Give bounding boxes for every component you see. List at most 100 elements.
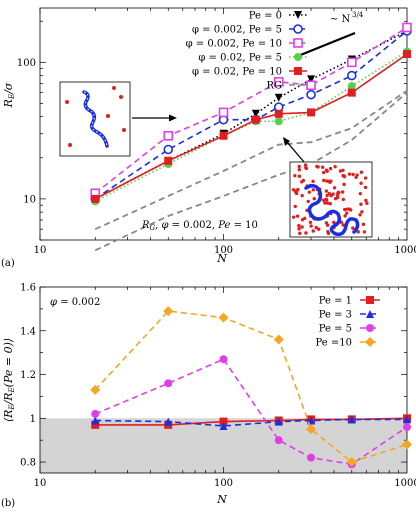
data-point [251, 109, 260, 118]
legend-label: Pe = 0 [249, 11, 282, 22]
data-point [219, 421, 228, 430]
legend-marker [293, 38, 303, 48]
data-point [218, 312, 229, 323]
data-point [307, 108, 316, 117]
power-law-label: ∼ N [330, 14, 351, 25]
data-point [163, 144, 174, 155]
data-point [163, 130, 174, 141]
data-point [273, 77, 284, 87]
data-point [347, 82, 356, 91]
legend-marker [366, 310, 374, 318]
data-point [164, 417, 173, 426]
phi-annotation: φ = 0.002 [50, 297, 100, 308]
data-point [402, 22, 412, 33]
panel-b: 1010010000.811.21.41.6 φ = 0.002 Pe = 1P… [1, 283, 416, 510]
series-line [94, 91, 408, 252]
inset-polymer-dilute [59, 81, 131, 157]
data-point [274, 436, 283, 445]
data-point [306, 424, 317, 435]
data-point [274, 417, 283, 426]
legend-label: RG [266, 81, 282, 92]
panel-a: 10100100010100 ∼ N 3/4 RG, φ = [1, 7, 416, 269]
legend-label: Pe = 5 [319, 324, 352, 335]
data-point [306, 80, 316, 91]
y-tick-label-b: 1 [30, 414, 36, 425]
x-tick-label-b: 100 [214, 478, 233, 489]
data-point [91, 416, 100, 425]
legend-label: Pe = 3 [319, 310, 352, 321]
x-axis-label-a: N [216, 252, 227, 265]
data-point [274, 117, 283, 126]
legend-marker [365, 337, 375, 347]
inset-polymer-crowded [289, 161, 373, 238]
data-point [219, 355, 228, 364]
legend-marker [366, 324, 374, 332]
rg-annotation: RG, φ = 0.002, Pe = 10 [141, 220, 258, 232]
series-b-3 [90, 306, 412, 468]
data-point [307, 453, 316, 462]
legend-label: φ = 0.02, Pe = 10 [192, 67, 282, 78]
series-b-1 [91, 415, 411, 430]
data-point [307, 75, 316, 84]
legend-label: Pe =10 [316, 338, 352, 349]
series-line [94, 30, 408, 200]
data-point [402, 439, 412, 450]
series-line [94, 53, 408, 200]
data-point [164, 156, 173, 165]
y-tick-label-b: 1.4 [20, 326, 36, 337]
data-point [273, 334, 284, 345]
series-line [94, 89, 408, 231]
data-point [164, 379, 173, 388]
y-axis-label-a: RE/σ [2, 82, 16, 108]
data-point [306, 89, 316, 100]
series-a-4 [91, 50, 411, 203]
legend-marker [294, 53, 302, 61]
legend-marker [366, 296, 374, 304]
legend-marker [293, 24, 303, 34]
data-point [251, 115, 260, 124]
y-tick-label-b: 1.2 [20, 370, 36, 381]
x-tick-label-a: 100 [214, 245, 233, 256]
data-point [90, 384, 101, 395]
data-point [274, 93, 283, 102]
data-point [346, 457, 357, 468]
inset-arrow-2 [286, 141, 305, 163]
data-point [91, 420, 100, 429]
series-a-2 [90, 22, 412, 199]
power-law-exponent: 3/4 [352, 11, 364, 19]
data-point [403, 415, 411, 424]
data-point [274, 109, 283, 118]
y-tick-label-b: 0.8 [20, 458, 36, 469]
data-point [91, 409, 100, 418]
data-point [219, 417, 228, 426]
legend-marker [294, 67, 302, 75]
x-tick-label-b: 10 [34, 478, 47, 489]
panel-label-a: (a) [1, 258, 15, 269]
data-point [347, 88, 356, 97]
series-a-6 [94, 89, 408, 231]
series-a-5 [94, 91, 408, 252]
panel-label-b: (b) [1, 498, 15, 509]
x-tick-label-a: 10 [34, 245, 47, 256]
x-axis-label-b: N [216, 493, 227, 506]
y-tick-label-a: 100 [17, 58, 36, 69]
legend-label: φ = 0.02, Pe = 5 [198, 53, 282, 64]
y-tick-label-b: 1.6 [20, 283, 36, 294]
data-point [219, 131, 228, 140]
legend-marker [294, 11, 302, 19]
data-point [347, 415, 356, 424]
data-point [91, 194, 100, 203]
power-law-guide [297, 31, 356, 58]
legend-label: φ = 0.002, Pe = 10 [186, 39, 282, 50]
data-point [403, 423, 411, 432]
legend-b: Pe = 1 Pe = 3 Pe = 5 Pe =10 [316, 296, 380, 349]
data-point [218, 107, 229, 118]
data-point [346, 70, 357, 81]
data-point [403, 50, 411, 59]
data-point [346, 57, 357, 68]
data-point [163, 306, 174, 317]
legend-label: φ = 0.002, Pe = 5 [192, 25, 282, 36]
